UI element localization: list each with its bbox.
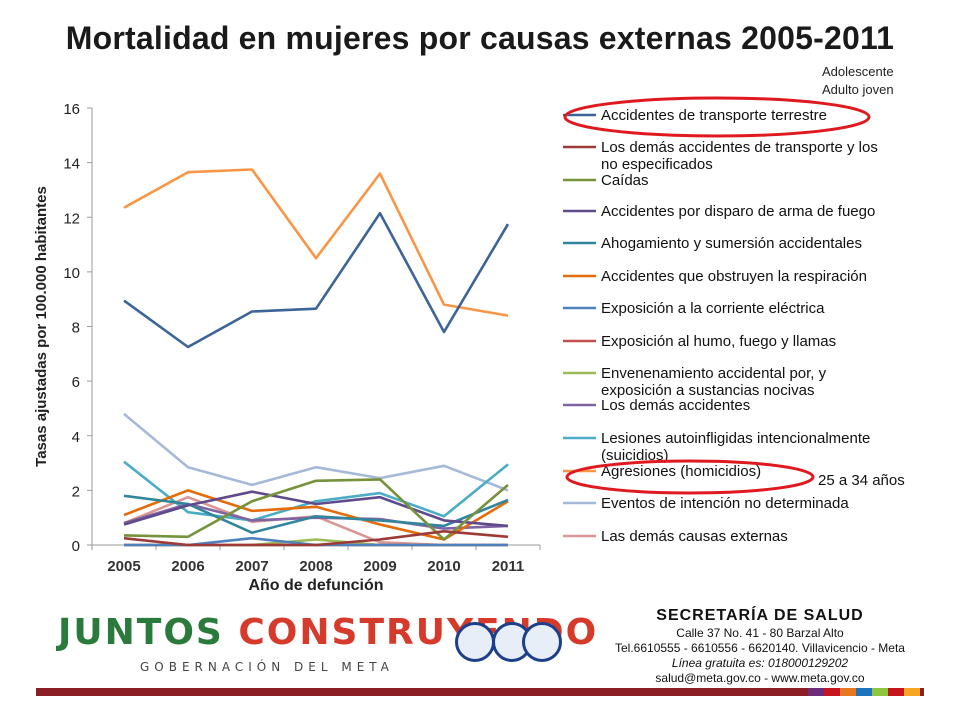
highlight-ellipse-transporte <box>563 96 871 138</box>
color-chip <box>872 688 888 696</box>
legend-label: Agresiones (homicidios) <box>601 463 761 480</box>
highlight-ellipse-homicidios <box>565 459 815 495</box>
org-email[interactable]: salud@meta.gov.co - www.meta.gov.co <box>655 671 865 685</box>
x-tick-label: 2010 <box>427 558 460 575</box>
chart-axes: 0 2 4 6 8 10 12 14 16 2005 2006 2007 2008 2009 2010 201… <box>33 101 541 594</box>
note-adolescente: Adolescente <box>822 64 894 79</box>
color-chip <box>824 688 840 696</box>
legend-label: Eventos de intención no determinada <box>601 495 849 512</box>
footer-color-strip <box>808 688 920 696</box>
color-chip <box>904 688 920 696</box>
y-tick-label: 14 <box>63 156 80 173</box>
contact-block: SECRETARÍA DE SALUD Calle 37 No. 41 - 80… <box>580 606 940 686</box>
x-tick-label: 2009 <box>363 558 396 575</box>
x-tick-label: 2008 <box>299 558 332 575</box>
y-axis-title: Tasas ajustadas por 100.000 habitantes <box>33 186 50 467</box>
org-phone: Tel.6610555 - 6610556 - 6620140. Villavi… <box>615 641 905 655</box>
series-line <box>123 168 509 317</box>
series-line <box>123 490 509 528</box>
y-tick-label: 16 <box>63 101 80 118</box>
series-line <box>123 529 509 547</box>
line-chart: 0 2 4 6 8 10 12 14 16 2005 2006 2007 2008 2009 2010 201… <box>33 96 905 594</box>
series-line <box>123 478 509 541</box>
seal-icon <box>455 622 495 662</box>
page-title: Mortalidad en mujeres por causas externa… <box>65 20 895 56</box>
legend-label: Accidentes por disparo de arma de fuego <box>601 203 875 220</box>
iqnet-certificate-icon <box>522 622 562 662</box>
y-tick-label: 2 <box>72 483 80 500</box>
color-chip <box>856 688 872 696</box>
chart-legend: Accidentes de transporte terrestre Los de… <box>563 107 878 545</box>
legend-label: Accidentes que obstruyen la respiración <box>601 268 867 285</box>
color-chip <box>808 688 824 696</box>
x-tick-label: 2011 <box>492 558 525 575</box>
series-line <box>123 211 510 349</box>
note-adulto-joven: Adulto joven <box>822 82 894 97</box>
legend-label: Exposición a la corriente eléctrica <box>601 300 825 317</box>
series-line <box>123 460 509 522</box>
org-name: SECRETARÍA DE SALUD <box>656 607 864 624</box>
legend-label: Ahogamiento y sumersión accidentales <box>601 235 862 252</box>
chart-series <box>123 168 510 547</box>
series-line <box>123 412 509 492</box>
y-tick-label: 4 <box>72 429 80 446</box>
legend-label: Exposición al humo, fuego y llamas <box>601 333 836 350</box>
legend-label: Envenenamiento accidental por, y exposici… <box>601 365 827 399</box>
legend-label: Las demás causas externas <box>601 528 788 545</box>
legend-label: Caídas <box>601 172 649 189</box>
footer-divider <box>36 688 924 696</box>
color-chip <box>888 688 904 696</box>
org-hotline: Línea gratuita es: 018000129202 <box>671 656 849 670</box>
org-address: Calle 37 No. 41 - 80 Barzal Alto <box>676 626 844 640</box>
y-tick-label: 6 <box>72 374 80 391</box>
y-tick-label: 10 <box>63 265 80 282</box>
x-tick-label: 2007 <box>235 558 268 575</box>
legend-label: Los demás accidentes <box>601 397 750 414</box>
logo-subtitle: GOBERNACIÓN DEL META <box>140 660 394 674</box>
y-tick-label: 12 <box>63 210 80 227</box>
legend-label: Accidentes de transporte terrestre <box>601 107 827 124</box>
x-tick-label: 2006 <box>171 558 204 575</box>
x-tick-label: 2005 <box>107 558 140 575</box>
y-tick-label: 8 <box>72 320 80 337</box>
legend-label: Los demás accidentes de transporte y los… <box>601 139 878 173</box>
legend-label: Lesiones autoinfligidas intencionalmente… <box>601 430 870 464</box>
x-axis-title: Año de defunción <box>248 577 383 594</box>
y-tick-label: 0 <box>72 538 80 555</box>
age-group-label: 25 a 34 años <box>818 472 905 489</box>
series-line <box>123 494 509 535</box>
color-chip <box>840 688 856 696</box>
